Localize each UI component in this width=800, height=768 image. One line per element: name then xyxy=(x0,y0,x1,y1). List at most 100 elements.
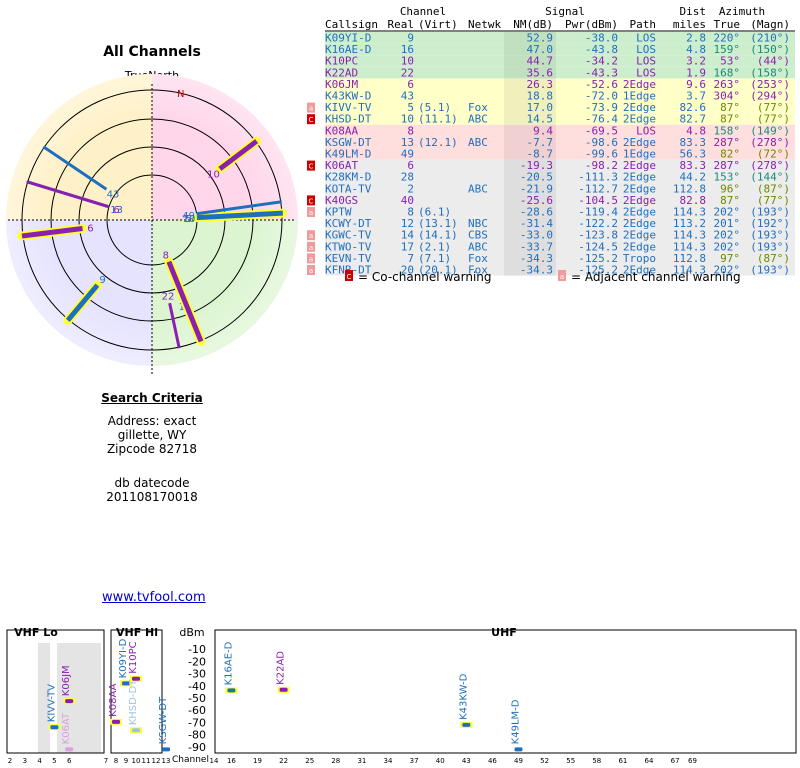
band-frame xyxy=(110,629,163,754)
band-label-vhf-lo: VHF Lo xyxy=(14,626,58,639)
group-header-signal: Signal xyxy=(545,5,585,18)
cell-dist: 114.3 xyxy=(673,206,706,219)
cell-az_true: 87° xyxy=(720,101,740,114)
cell-dist: 83.3 xyxy=(680,159,707,172)
vhf-lo-shade xyxy=(38,643,50,753)
cell-pwr: -43.3 xyxy=(585,66,618,79)
cell-nm: -33.0 xyxy=(520,229,553,242)
cell-az_magn: (44°) xyxy=(757,55,790,68)
cell-netwk: Fox xyxy=(468,252,488,265)
cell-pwr: -125.2 xyxy=(578,264,618,277)
cell-path: 2Edge xyxy=(623,206,656,219)
header-nm: NM(dB) xyxy=(513,18,553,31)
cell-nm: -19.3 xyxy=(520,159,553,172)
cell-virt: (11.1) xyxy=(418,113,458,126)
cell-az_true: 96° xyxy=(720,182,740,195)
cell-virt: (14.1) xyxy=(418,229,458,242)
cell-path: LOS xyxy=(636,43,656,56)
station-bearing xyxy=(42,145,108,191)
station-label: 49 xyxy=(182,211,195,222)
table-row-band xyxy=(325,217,795,230)
cell-nm: 18.8 xyxy=(527,90,554,103)
search-heading: Search Criteria xyxy=(101,391,203,405)
cell-callsign: K16AE-D xyxy=(325,43,371,56)
tvfool-link[interactable]: www.tvfool.com xyxy=(102,590,206,605)
cell-path: 2Edge xyxy=(623,101,656,114)
table-row: KSGW-DT 13 (12.1) ABC -7.7 -98.6 2Edge 83.3 287°… xyxy=(325,136,790,149)
x-ticks: 2 3 4 5 6 7 8 9 10 11 12 13 14 16 19 22 25 28 31 34 37 40 43 46… xyxy=(8,757,697,765)
cell-az_magn: (193°) xyxy=(750,206,790,219)
cell-nm: -28.6 xyxy=(520,206,553,219)
y-ticks: -10-20-30-40-50-60-70-80-90 xyxy=(188,643,206,754)
station-label: 8 xyxy=(163,250,169,261)
cell-real: 22 xyxy=(401,66,414,79)
cell-callsign: KHSD-DT xyxy=(325,113,372,126)
cell-az_true: 202° xyxy=(714,240,741,253)
cell-nm: 47.0 xyxy=(527,43,554,56)
cell-az_magn: (253°) xyxy=(750,78,790,91)
y-tick-label: -90 xyxy=(188,741,206,754)
station-bearing xyxy=(196,200,282,216)
station-label: 5 xyxy=(186,214,192,225)
signal-label: K43KW-D xyxy=(458,673,469,720)
cell-path: 2Edge xyxy=(623,136,656,149)
cell-nm: 35.6 xyxy=(527,66,554,79)
y-tick-label: -80 xyxy=(188,729,206,742)
table-rows: K09YI-D 9 52.9 -38.0 LOS 2.8 220° (210°)K16AE-D… xyxy=(307,32,790,277)
signal-marker xyxy=(462,722,471,727)
y-tick-label: -40 xyxy=(188,680,206,693)
cell-callsign: KSGW-DT xyxy=(325,136,372,149)
signal-marker xyxy=(227,688,236,693)
cell-az_magn: (193°) xyxy=(750,240,790,253)
co-channel-warning-icon xyxy=(307,160,315,171)
signal-marker xyxy=(162,747,170,752)
x-tick-label: 69 xyxy=(688,757,697,765)
station-label: 6 xyxy=(113,205,119,216)
table-row: K06AT 6 -19.3 -98.2 2Edge 83.3 287° (278°) C xyxy=(307,159,790,172)
signal-label: KHSD-DT xyxy=(128,679,139,725)
cell-real: 43 xyxy=(401,90,414,103)
cell-netwk: NBC xyxy=(468,217,488,230)
table-row: K49LM-D 49 -8.7 -99.6 1Edge 56.3 82° (72°) xyxy=(325,148,790,161)
signal-label: KSGW-DT xyxy=(158,696,169,744)
db-value: 201108170018 xyxy=(106,490,198,504)
cell-callsign: K06JM xyxy=(325,78,358,91)
warning-glyph: a xyxy=(309,105,313,113)
table-row-band xyxy=(325,55,795,67)
x-tick-label: 61 xyxy=(618,757,627,765)
north-marker: N xyxy=(177,89,184,100)
cell-pwr: -125.2 xyxy=(578,252,618,265)
cell-az_magn: (72°) xyxy=(757,148,790,161)
cell-nm: 14.5 xyxy=(527,113,554,126)
cell-az_true: 168° xyxy=(714,66,741,79)
header-dist-top: Dist xyxy=(680,5,707,18)
cell-dist: 82.8 xyxy=(680,194,707,207)
x-tick-label: 64 xyxy=(645,757,654,765)
signal-marker xyxy=(65,747,74,752)
radar-stations: 9161022643510813496 xyxy=(17,136,288,349)
cell-real: 17 xyxy=(401,240,414,253)
signal-marker xyxy=(122,681,130,686)
station-bearing xyxy=(218,139,259,171)
cell-nm: -34.3 xyxy=(520,264,553,277)
x-tick-label: 55 xyxy=(566,757,575,765)
cell-real: 8 xyxy=(407,206,414,219)
cell-callsign: K49LM-D xyxy=(325,148,371,161)
cell-nm: -33.7 xyxy=(520,240,553,253)
x-tick-label: 13 xyxy=(162,757,171,765)
cell-dist: 114.3 xyxy=(673,229,706,242)
group-header-azimuth: Azimuth xyxy=(719,5,765,18)
cell-netwk: CBS xyxy=(468,229,488,242)
cell-dist: 114.3 xyxy=(673,240,706,253)
x-tick-label: 8 xyxy=(114,757,118,765)
cell-real: 10 xyxy=(401,113,414,126)
x-tick-label: 19 xyxy=(253,757,262,765)
cell-dist: 44.2 xyxy=(680,171,707,184)
station-bearing xyxy=(166,260,204,343)
cell-callsign: KIVV-TV xyxy=(325,101,372,114)
header-path: Path xyxy=(630,18,657,31)
cell-pwr: -73.9 xyxy=(585,101,618,114)
cell-path: LOS xyxy=(636,55,656,68)
table-row-band xyxy=(325,113,795,125)
co-channel-legend-text: = Co-channel warning xyxy=(358,270,492,284)
